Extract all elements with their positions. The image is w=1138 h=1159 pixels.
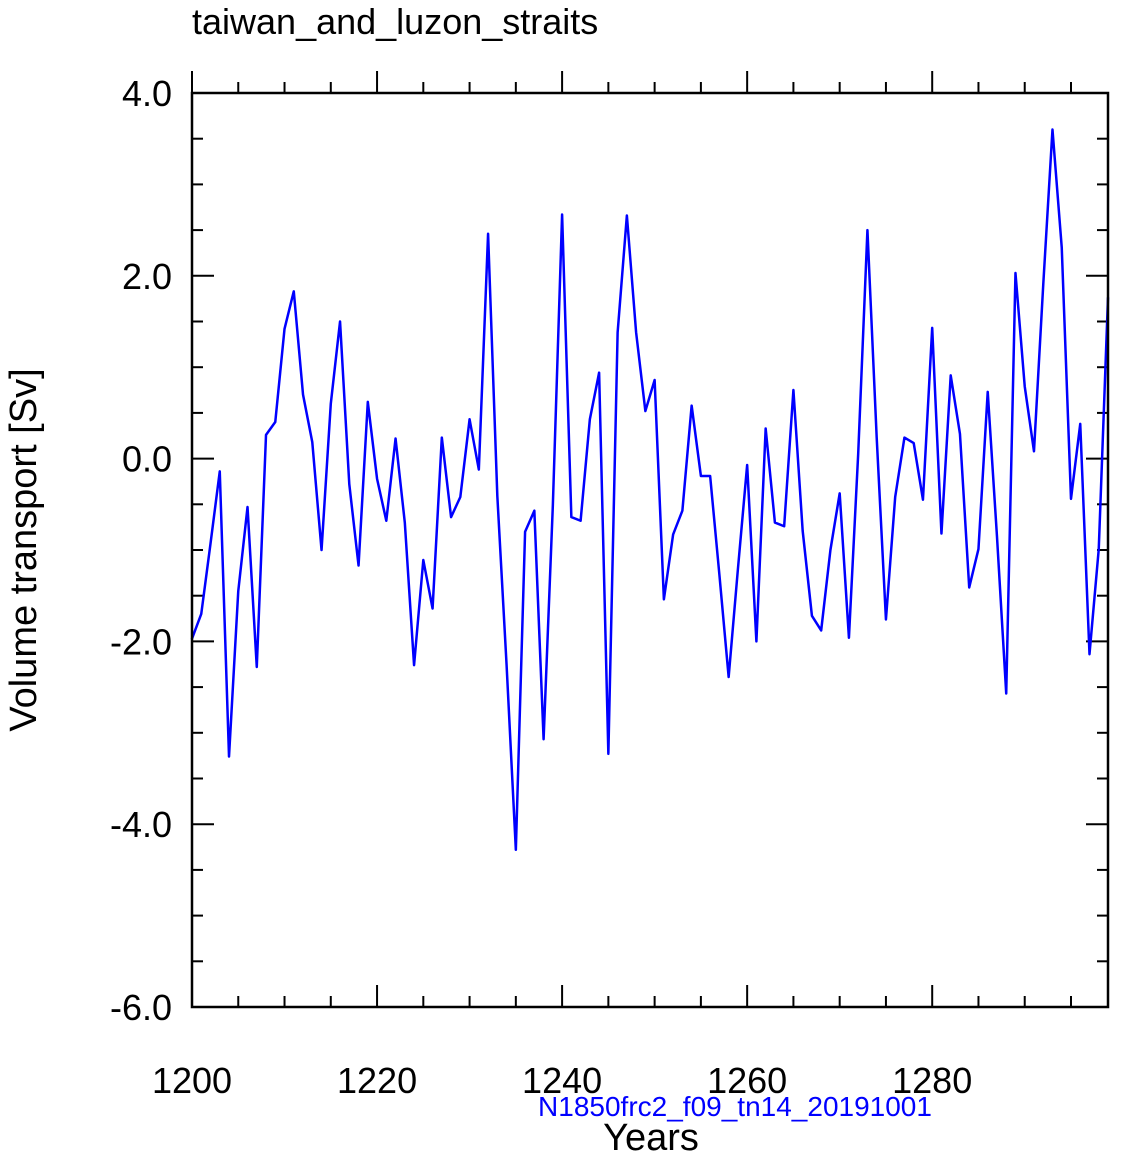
major-ticks	[191, 71, 1108, 1008]
x-tick-labels: 1200 1220 1240 1260 1280	[152, 1060, 972, 1101]
y-tick-label: 2.0	[122, 256, 172, 297]
x-tick-label: 1240	[522, 1060, 602, 1101]
data-line	[190, 128, 1110, 852]
x-axis-label: Years	[603, 1117, 699, 1159]
x-tick-label: 1260	[707, 1060, 787, 1101]
y-tick-labels: -6.0 -4.0 -2.0 0.0 2.0 4.0	[110, 73, 172, 1028]
minor-ticks	[192, 82, 1108, 1007]
x-tick-label: 1280	[892, 1060, 972, 1101]
x-tick-label: 1200	[152, 1060, 232, 1101]
x-tick-label: 1220	[337, 1060, 417, 1101]
y-tick-label: -2.0	[110, 621, 172, 662]
chart-title: taiwan_and_luzon_straits	[192, 1, 598, 42]
plot-frame	[190, 91, 1110, 1009]
y-tick-label: -6.0	[110, 987, 172, 1028]
chart-subtitle: N1850frc2_f09_tn14_20191001	[538, 1091, 932, 1122]
y-tick-label: -4.0	[110, 804, 172, 845]
y-axis-label: Volume transport [Sv]	[3, 368, 45, 731]
y-tick-label: 4.0	[122, 73, 172, 114]
y-tick-label: 0.0	[122, 439, 172, 480]
